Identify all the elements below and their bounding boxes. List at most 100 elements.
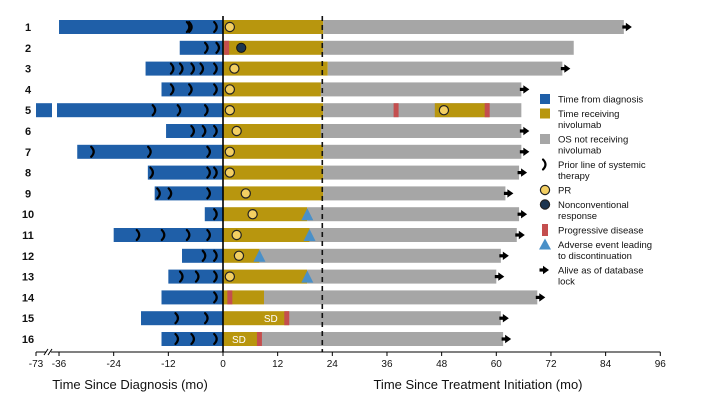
- prior-therapy-chevron: [174, 312, 180, 325]
- patient-row-12: 12: [22, 248, 509, 263]
- alive-arrow-icon: [518, 230, 525, 240]
- prior-therapy-chevron: [203, 312, 209, 325]
- nonconventional-response-marker: [236, 42, 247, 53]
- os-bar: [307, 269, 497, 284]
- diagnosis-bar: [154, 186, 223, 201]
- axis-break-mark: [43, 348, 53, 356]
- patient-label: 9: [25, 188, 31, 200]
- nivolumab-bar: [223, 20, 324, 34]
- nivolumab-bar: [223, 228, 310, 242]
- progressive-disease-marker: [227, 290, 233, 305]
- prior-therapy-chevron: [206, 145, 211, 158]
- x-tick-label: -36: [52, 359, 67, 370]
- alive-arrow-icon-tail: [499, 254, 504, 258]
- alive-arrow-icon-tail: [560, 67, 565, 71]
- alive-arrow-icon: [564, 64, 571, 73]
- alive-arrow-icon-tail: [519, 150, 524, 154]
- patient-row-13: 13: [22, 269, 505, 284]
- alive-arrow-icon: [539, 293, 546, 302]
- x-tick-label: -12: [161, 359, 176, 370]
- x-tick-label: 0: [220, 359, 226, 370]
- diagnosis-bar: [161, 290, 223, 305]
- patient-label: 7: [25, 147, 31, 159]
- pr-marker: [240, 188, 251, 199]
- alive-arrow-icon: [523, 126, 530, 136]
- alive-arrow-icon-tail: [503, 191, 508, 195]
- diagnosis-bar: [57, 103, 223, 118]
- legend: Time from diagnosis Time receiving nivolum…: [539, 94, 652, 288]
- pr-marker: [224, 21, 236, 33]
- patient-label: 15: [22, 313, 34, 325]
- patient-row-11: 11: [22, 228, 525, 242]
- alive-arrow-icon: [523, 147, 530, 156]
- legend-circle-icon: [539, 184, 551, 196]
- prior-therapy-chevron: [213, 124, 218, 138]
- prior-therapy-chevron: [147, 145, 152, 158]
- progressive-disease-marker: [484, 103, 490, 118]
- legend-swatch: [540, 134, 550, 144]
- prior-therapy-chevron: [169, 62, 175, 75]
- patient-row-4: 4: [25, 82, 530, 97]
- prior-therapy-chevron: [194, 270, 200, 283]
- progressive-disease-marker: [224, 40, 230, 55]
- diagnosis-bar-break: [36, 103, 52, 118]
- prior-therapy-chevron: [213, 291, 218, 304]
- legend-item-diagnosis: Time from diagnosis: [540, 94, 643, 106]
- alive-arrow-icon: [521, 168, 528, 177]
- nivolumab-bar: [223, 40, 324, 55]
- diagnosis-bar: [204, 207, 223, 222]
- pr-marker: [229, 63, 240, 74]
- x-tick-label: 60: [491, 359, 503, 370]
- prior-therapy-chevron: [206, 166, 211, 179]
- legend-label: Progressive disease: [558, 226, 644, 237]
- os-bar: [323, 165, 520, 180]
- pr-marker: [231, 229, 242, 241]
- legend-item-pr: PR: [539, 184, 571, 197]
- os-bar: [323, 186, 506, 201]
- prior-therapy-chevron: [149, 166, 154, 179]
- legend-item-nivolumab: Time receiving nivolumab: [540, 108, 619, 131]
- alive-arrow-icon-tail: [499, 316, 504, 320]
- patient-label: 13: [22, 272, 34, 284]
- legend-marker-icon: [542, 224, 548, 236]
- diagnosis-bar: [59, 20, 223, 34]
- nivolumab-bar: [223, 269, 308, 284]
- prior-therapy-chevron: [213, 208, 218, 221]
- prior-therapy-chevron: [135, 228, 141, 242]
- legend-item-prior: Prior line of systemic therapy: [541, 158, 646, 182]
- patient-row-7: 7: [25, 144, 530, 159]
- x-axis-label-left: Time Since Diagnosis (mo): [52, 377, 208, 392]
- prior-therapy-chevron: [206, 228, 211, 242]
- os-bar: [289, 311, 501, 326]
- legend-label: Alive as of database lock: [558, 266, 644, 288]
- patient-label: 2: [25, 43, 31, 55]
- nivolumab-bar: [223, 103, 324, 118]
- adverse-event-marker: [253, 249, 266, 262]
- pr-marker: [224, 271, 236, 282]
- prior-therapy-chevron: [190, 62, 195, 75]
- alive-arrow-icon: [505, 334, 512, 344]
- legend-label: PR: [558, 186, 571, 197]
- prior-therapy-chevron: [190, 124, 195, 138]
- alive-arrow-icon-tail: [517, 212, 522, 216]
- patient-row-5: 5: [25, 103, 522, 118]
- patient-row-15: 15 SD: [22, 311, 509, 326]
- x-tick-label: 48: [436, 359, 448, 370]
- patient-row-2: 2: [25, 40, 574, 55]
- prior-therapy-chevron: [160, 228, 166, 242]
- legend-label: Time receiving nivolumab: [558, 109, 619, 131]
- diagnosis-bar: [182, 248, 223, 263]
- legend-item-alive: Alive as of database lock: [539, 266, 644, 288]
- patient-label: 1: [25, 22, 31, 34]
- legend-item-progressive: Progressive disease: [542, 224, 644, 237]
- adverse-event-marker: [301, 270, 314, 283]
- alive-arrow-icon-tail: [519, 129, 524, 133]
- legend-circle-icon: [539, 199, 551, 210]
- prior-therapy-chevron: [185, 228, 191, 242]
- prior-therapy-chevron: [201, 249, 207, 262]
- prior-therapy-chevron: [169, 83, 175, 96]
- adverse-event-marker: [303, 229, 316, 241]
- legend-label: Prior line of systemic therapy: [558, 160, 646, 182]
- x-axis-label-right: Time Since Treatment Initiation (mo): [373, 377, 582, 392]
